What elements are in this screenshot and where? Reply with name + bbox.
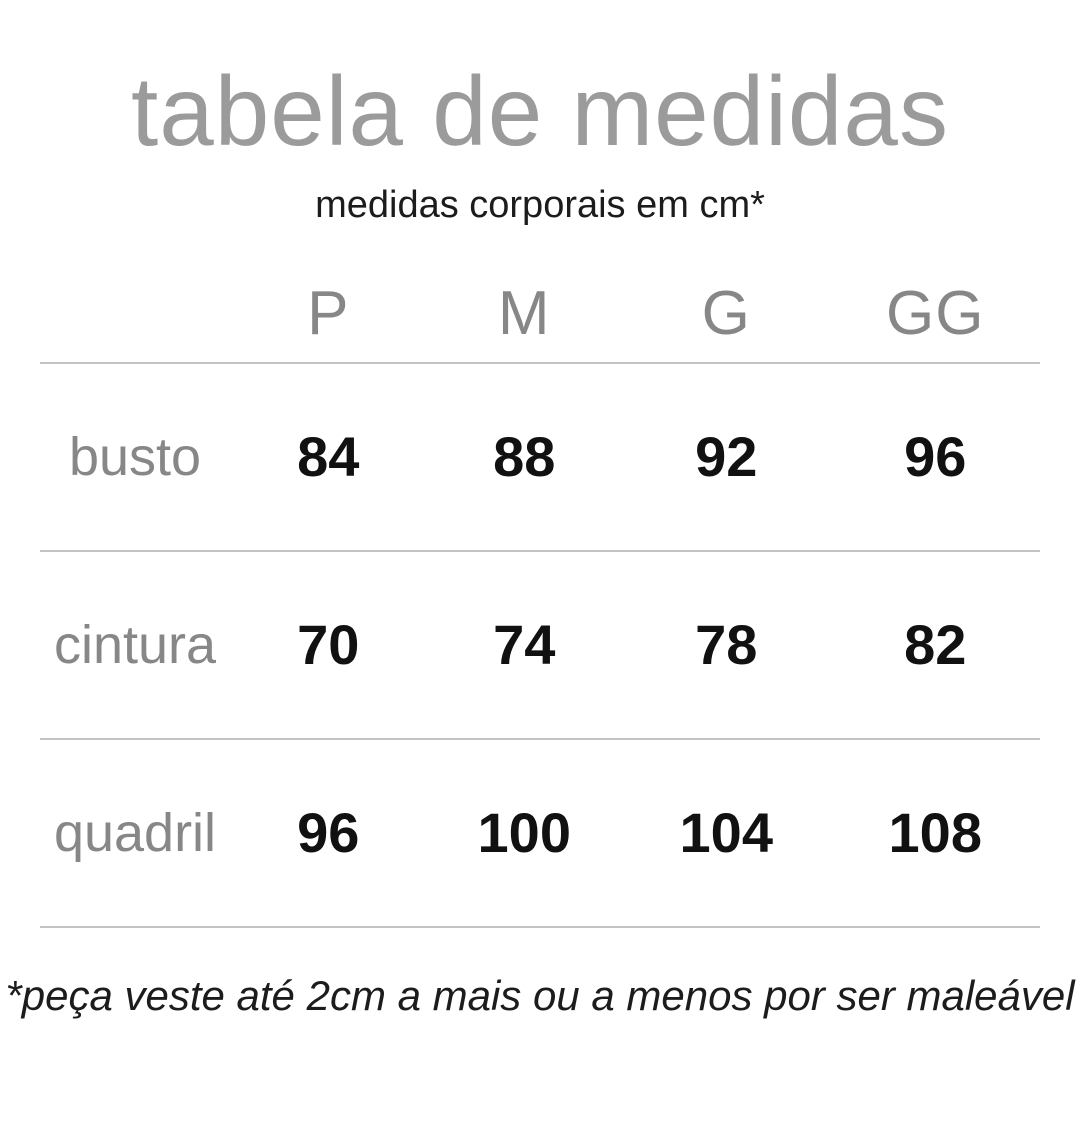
size-header-g: G <box>701 279 751 349</box>
page-subtitle: medidas corporais em cm* <box>315 183 765 226</box>
table-row-cintura: cintura 70 74 78 82 <box>40 552 1040 741</box>
value-cintura-p: 70 <box>297 613 360 677</box>
value-cintura-m: 74 <box>493 613 556 677</box>
value-cintura-gg: 82 <box>904 613 967 677</box>
table-row-busto: busto 84 88 92 96 <box>40 364 1040 553</box>
value-quadril-g: 104 <box>679 801 773 865</box>
size-header-m: M <box>497 279 551 349</box>
measurements-table: P M G GG busto 84 88 92 96 cintura 70 74… <box>40 266 1040 929</box>
row-label-busto: busto <box>68 427 202 488</box>
footnote: *peça veste até 2cm a mais ou a menos po… <box>5 972 1075 1020</box>
value-busto-p: 84 <box>297 425 360 489</box>
table-row-quadril: quadril 96 100 104 108 <box>40 740 1040 929</box>
page-title: tabela de medidas <box>131 56 949 166</box>
size-chart-page: tabela de medidas medidas corporais em c… <box>0 60 1080 1141</box>
value-busto-gg: 96 <box>904 425 967 489</box>
value-quadril-p: 96 <box>297 801 360 865</box>
value-busto-m: 88 <box>493 425 556 489</box>
table-header-row: P M G GG <box>40 266 1040 365</box>
row-label-quadril: quadril <box>53 803 217 864</box>
value-busto-g: 92 <box>695 425 758 489</box>
value-quadril-gg: 108 <box>888 801 982 865</box>
size-header-gg: GG <box>886 279 985 349</box>
row-label-cintura: cintura <box>53 615 217 676</box>
size-header-p: P <box>307 279 350 349</box>
value-cintura-g: 78 <box>695 613 758 677</box>
value-quadril-m: 100 <box>477 801 571 865</box>
